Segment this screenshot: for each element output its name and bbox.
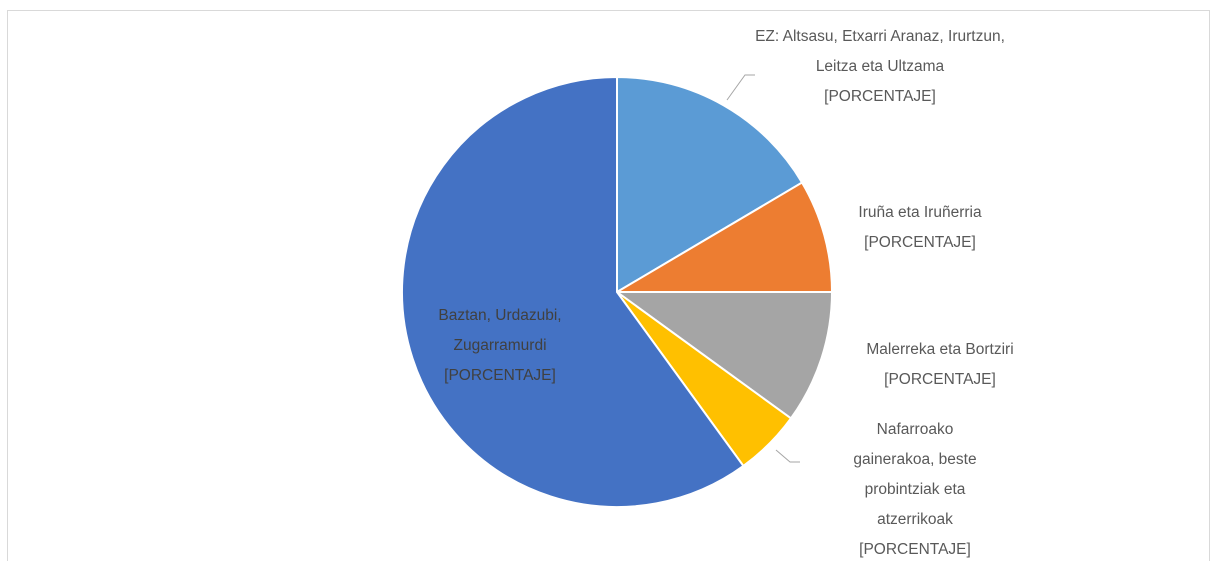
category-label: Baztan, Urdazubi, Zugarramurdi [438, 307, 562, 354]
pie [401, 75, 834, 508]
category-label: Nafarroako gainerakoa, beste probintziak… [853, 421, 977, 528]
pie-slice [613, 291, 834, 420]
data-label: Nafarroako gainerakoa, beste probintziak… [835, 415, 995, 565]
pie-slice [616, 75, 804, 294]
leader-line [775, 449, 800, 463]
value-label: [PORCENTAJE] [864, 234, 976, 251]
value-label: [PORCENTAJE] [824, 88, 936, 105]
data-label: EZ: Altsasu, Etxarri Aranaz, Irurtzun, L… [750, 22, 1010, 112]
value-label: [PORCENTAJE] [859, 541, 971, 558]
pie-slice [613, 181, 834, 293]
data-label: Malerreka eta Bortziri [PORCENTAJE] [820, 335, 1060, 395]
category-label: EZ: Altsasu, Etxarri Aranaz, Irurtzun, L… [755, 28, 1005, 75]
value-label: [PORCENTAJE] [884, 371, 996, 388]
data-label: Baztan, Urdazubi, Zugarramurdi [PORCENTAJ… [405, 301, 595, 391]
chart-border [7, 10, 1210, 561]
leader-line [726, 74, 755, 101]
value-label: [PORCENTAJE] [444, 367, 556, 384]
pie-slice [401, 75, 745, 508]
category-label: Iruña eta Iruñerria [858, 204, 982, 221]
category-label: Malerreka eta Bortziri [866, 341, 1014, 358]
data-label: Iruña eta Iruñerria [PORCENTAJE] [820, 198, 1020, 258]
